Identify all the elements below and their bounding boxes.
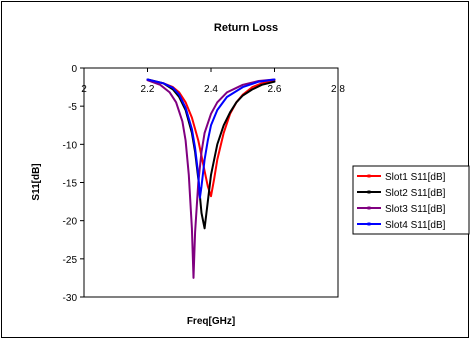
y-axis-title: S11[dB] [31,163,42,200]
x-axis-title: Freq[GHz] [187,316,235,327]
legend-marker [367,174,371,178]
y-tick-label: -20 [63,217,78,228]
legend-label: Slot1 S11[dB] [385,172,446,183]
series-line-slot2 [146,78,276,230]
y-tick-label: -5 [68,102,77,113]
series-group [146,78,276,279]
legend-label: Slot4 S11[dB] [385,220,446,231]
x-tick-label: 2.6 [268,84,282,95]
x-tick-label: 2.8 [331,84,345,95]
legend-marker [367,190,371,194]
y-tick-label: -10 [63,140,78,151]
y-tick-label: 0 [71,64,77,75]
y-tick-label: -30 [63,293,78,304]
legend-box [352,165,470,235]
legend-label: Slot3 S11[dB] [385,204,446,215]
series-line-slot3 [146,78,276,279]
axis-ticks: 0 -5 -10 -15 -20 -25 -30 2 2.2 2.4 2.6 2.8 [63,64,346,304]
legend-marker [367,206,371,210]
x-tick-label: 2 [81,84,87,95]
legend-label: Slot2 S11[dB] [385,188,446,199]
series-line-slot4 [146,78,276,199]
y-tick-label: -15 [63,179,78,190]
y-tick-label: -25 [63,255,78,266]
legend-marker [367,222,371,226]
x-tick-label: 2.2 [141,84,155,95]
legend: Slot1 S11[dB] Slot2 S11[dB] Slot3 S11[dB] S… [352,165,470,235]
x-tick-label: 2.4 [204,84,218,95]
chart-title: Return Loss [214,22,278,34]
